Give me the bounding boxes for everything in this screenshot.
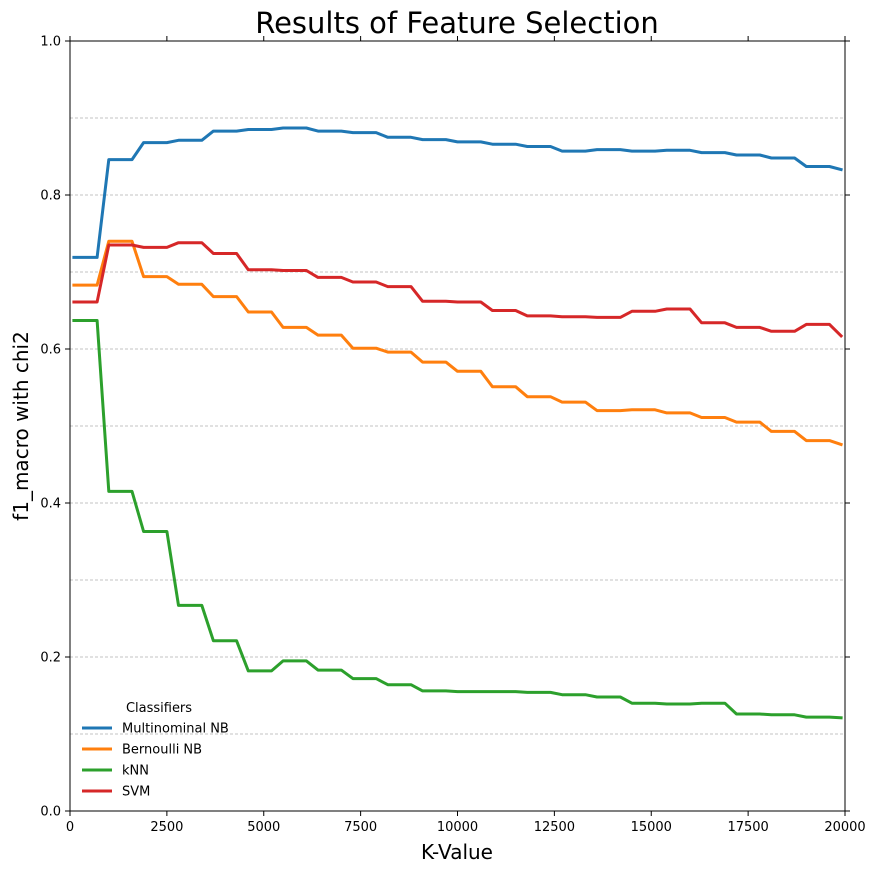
y-axis-title: f1_macro with chi2 <box>9 331 33 521</box>
legend: Classifiers Multinominal NB Bernoulli NB k… <box>82 701 229 800</box>
series-line-bernoulli-nb <box>72 239 843 447</box>
x-axis-title: K-Value <box>421 840 493 864</box>
x-tick-label: 2500 <box>150 820 183 835</box>
x-tick-label: 20000 <box>824 820 865 835</box>
series-line-multinominal-nb <box>72 126 843 259</box>
x-tick-label: 15000 <box>631 820 672 835</box>
legend-label: Multinominal NB <box>122 722 229 737</box>
x-tick-label: 17500 <box>727 820 768 835</box>
chart-title: Results of Feature Selection <box>255 6 659 40</box>
x-tick-label: 10000 <box>437 820 478 835</box>
y-tick-label: 0.2 <box>40 651 61 666</box>
x-tick-label: 5000 <box>247 820 280 835</box>
series-line-svm <box>72 241 844 339</box>
series-line-knn <box>72 319 843 720</box>
y-tick-label: 0.4 <box>40 497 61 512</box>
y-tick-label: 0.6 <box>40 343 61 358</box>
series-lines <box>72 126 844 720</box>
x-tick-label: 12500 <box>534 820 575 835</box>
y-tick-label: 0.8 <box>40 189 61 204</box>
legend-title: Classifiers <box>126 701 192 716</box>
legend-label: Bernoulli NB <box>122 743 202 758</box>
y-tick-label: 1.0 <box>40 35 61 50</box>
x-tick-label: 0 <box>66 820 74 835</box>
grid-lines <box>70 117 845 735</box>
y-tick-label: 0.0 <box>40 805 61 820</box>
axis-ticks: 0 2500 5000 7500 10000 12500 15000 17500 20000 0.… <box>40 35 865 836</box>
legend-label: kNN <box>122 764 149 779</box>
legend-label: SVM <box>122 785 150 800</box>
x-tick-label: 7500 <box>344 820 377 835</box>
